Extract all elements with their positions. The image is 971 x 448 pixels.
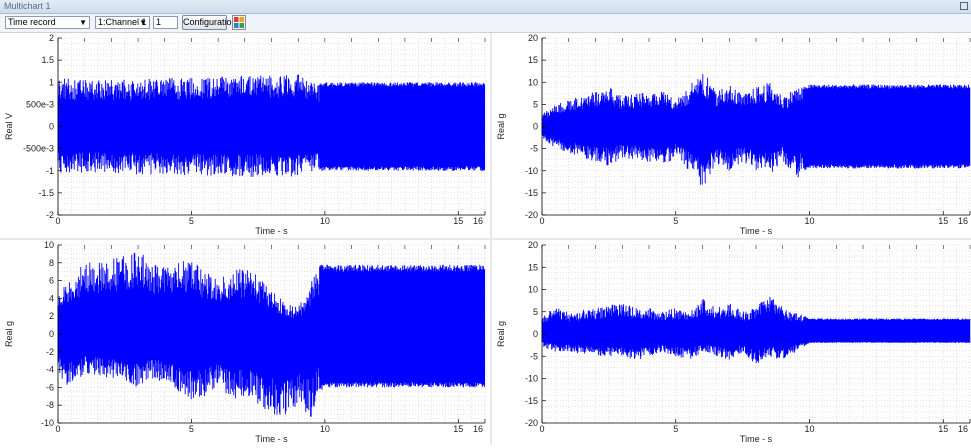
x-tick-label: 5: [189, 424, 194, 434]
x-tick-label: 16: [958, 424, 968, 434]
signal-trace: [57, 252, 486, 417]
y-tick-label: 15: [528, 55, 538, 65]
x-tick-label: 5: [673, 216, 678, 226]
y-tick-label: -500e-3: [23, 144, 54, 154]
y-axis-title: Real V: [4, 113, 14, 140]
y-tick-label: -15: [525, 188, 538, 198]
chart-3: 0 5 10 15 16 10 8 6 4 2 0 -2 -4 -6 -8 -10 Time - s Real g: [4, 240, 486, 444]
x-axis-title: Time - s: [740, 434, 773, 444]
x-tick-label: 16: [473, 216, 483, 226]
y-tick-label: -5: [530, 144, 538, 154]
y-tick-label: -20: [525, 418, 538, 428]
x-tick-label: 16: [473, 424, 483, 434]
y-tick-label: 20: [528, 240, 538, 250]
x-tick-label: 0: [539, 216, 544, 226]
record-type-value: Time record: [8, 17, 56, 27]
y-axis-title: Real g: [4, 321, 14, 347]
y-axis-title: Real g: [496, 321, 506, 347]
x-tick-label: 5: [189, 216, 194, 226]
chart-2: 0 5 10 15 16 20 15 10 5 0 -5 -10 -15 -20 Time - s Real …: [496, 33, 971, 236]
x-axis-title: Time - s: [255, 434, 288, 444]
x-tick-label: 16: [958, 216, 968, 226]
x-tick-label: 10: [320, 216, 330, 226]
y-axis-title: Real g: [496, 113, 506, 139]
chart-panel-3: 0 5 10 15 16 10 8 6 4 2 0 -2 -4 -6 -8 -10 Time - s Real g: [0, 240, 490, 445]
pin-icon[interactable]: [960, 2, 968, 10]
window-titlebar: Multichart 1: [0, 0, 971, 14]
y-tick-label: 4: [49, 293, 54, 303]
y-tick-label: -10: [41, 418, 54, 428]
y-tick-label: -1.5: [38, 188, 54, 198]
y-tick-label: 10: [528, 285, 538, 295]
configuration-button[interactable]: Configuration: [182, 15, 237, 30]
y-tick-label: -2: [46, 347, 54, 357]
chart-panel-1: 0 5 10 15 16 2 1.5 1 500e-3 0 -500e-3 -1 -1.5 -2 Time …: [0, 33, 490, 238]
chart-1: 0 5 10 15 16 2 1.5 1 500e-3 0 -500e-3 -1 -1.5 -2 Time …: [4, 33, 486, 236]
horizontal-splitter[interactable]: [0, 238, 971, 240]
y-tick-label: 10: [528, 77, 538, 87]
channel-value: 1:Channel 1: [98, 17, 147, 27]
toolbar: Time record ▼ 1:Channel 1 ▼ 1 Configurat…: [0, 14, 971, 33]
dropdown-arrow-icon: ▼: [79, 18, 87, 27]
x-tick-label: 10: [804, 216, 814, 226]
count-input[interactable]: 1: [153, 16, 178, 29]
x-tick-label: 0: [55, 216, 60, 226]
y-tick-label: -10: [525, 374, 538, 384]
signal-trace: [541, 296, 971, 364]
y-tick-label: -8: [46, 400, 54, 410]
y-tick-label: -2: [46, 210, 54, 220]
y-tick-label: 5: [533, 99, 538, 109]
y-tick-label: -10: [525, 166, 538, 176]
dropdown-arrow-icon: ▼: [139, 18, 147, 27]
chart-panel-2: 0 5 10 15 16 20 15 10 5 0 -5 -10 -15 -20 Time - s Real …: [492, 33, 971, 238]
y-tick-label: 1.5: [41, 55, 54, 65]
y-tick-label: 20: [528, 33, 538, 43]
window-title: Multichart 1: [4, 1, 51, 11]
y-tick-label: 500e-3: [26, 99, 54, 109]
y-tick-label: -1: [46, 166, 54, 176]
x-tick-label: 10: [804, 424, 814, 434]
y-tick-label: 0: [49, 122, 54, 132]
chart-panel-4: 0 5 10 15 16 20 15 10 5 0 -5 -10 -15 -20 Time - s Real …: [492, 240, 971, 445]
x-tick-label: 10: [320, 424, 330, 434]
y-tick-label: 1: [49, 77, 54, 87]
x-tick-label: 5: [673, 424, 678, 434]
y-tick-label: 15: [528, 262, 538, 272]
x-tick-label: 15: [938, 424, 948, 434]
y-tick-label: -6: [46, 382, 54, 392]
y-tick-label: -4: [46, 365, 54, 375]
y-tick-label: 2: [49, 33, 54, 43]
y-tick-label: 2: [49, 311, 54, 321]
y-tick-label: 0: [533, 122, 538, 132]
x-tick-label: 15: [453, 216, 463, 226]
layout-grid-icon[interactable]: [232, 15, 246, 30]
x-tick-label: 0: [539, 424, 544, 434]
x-axis-title: Time - s: [255, 226, 288, 236]
x-tick-label: 0: [55, 424, 60, 434]
y-tick-label: 5: [533, 307, 538, 317]
y-tick-label: 10: [44, 240, 54, 250]
signal-trace: [541, 74, 971, 185]
chart-4: 0 5 10 15 16 20 15 10 5 0 -5 -10 -15 -20 Time - s Real …: [496, 240, 971, 444]
x-tick-label: 15: [453, 424, 463, 434]
y-tick-label: 0: [49, 329, 54, 339]
y-tick-label: -15: [525, 396, 538, 406]
x-tick-label: 15: [938, 216, 948, 226]
y-tick-label: -20: [525, 210, 538, 220]
y-tick-label: 6: [49, 276, 54, 286]
channel-select[interactable]: 1:Channel 1 ▼: [95, 16, 150, 29]
x-axis-title: Time - s: [740, 226, 773, 236]
y-tick-label: -5: [530, 351, 538, 361]
record-type-select[interactable]: Time record ▼: [5, 16, 90, 29]
y-tick-label: 8: [49, 258, 54, 268]
y-tick-label: 0: [533, 329, 538, 339]
